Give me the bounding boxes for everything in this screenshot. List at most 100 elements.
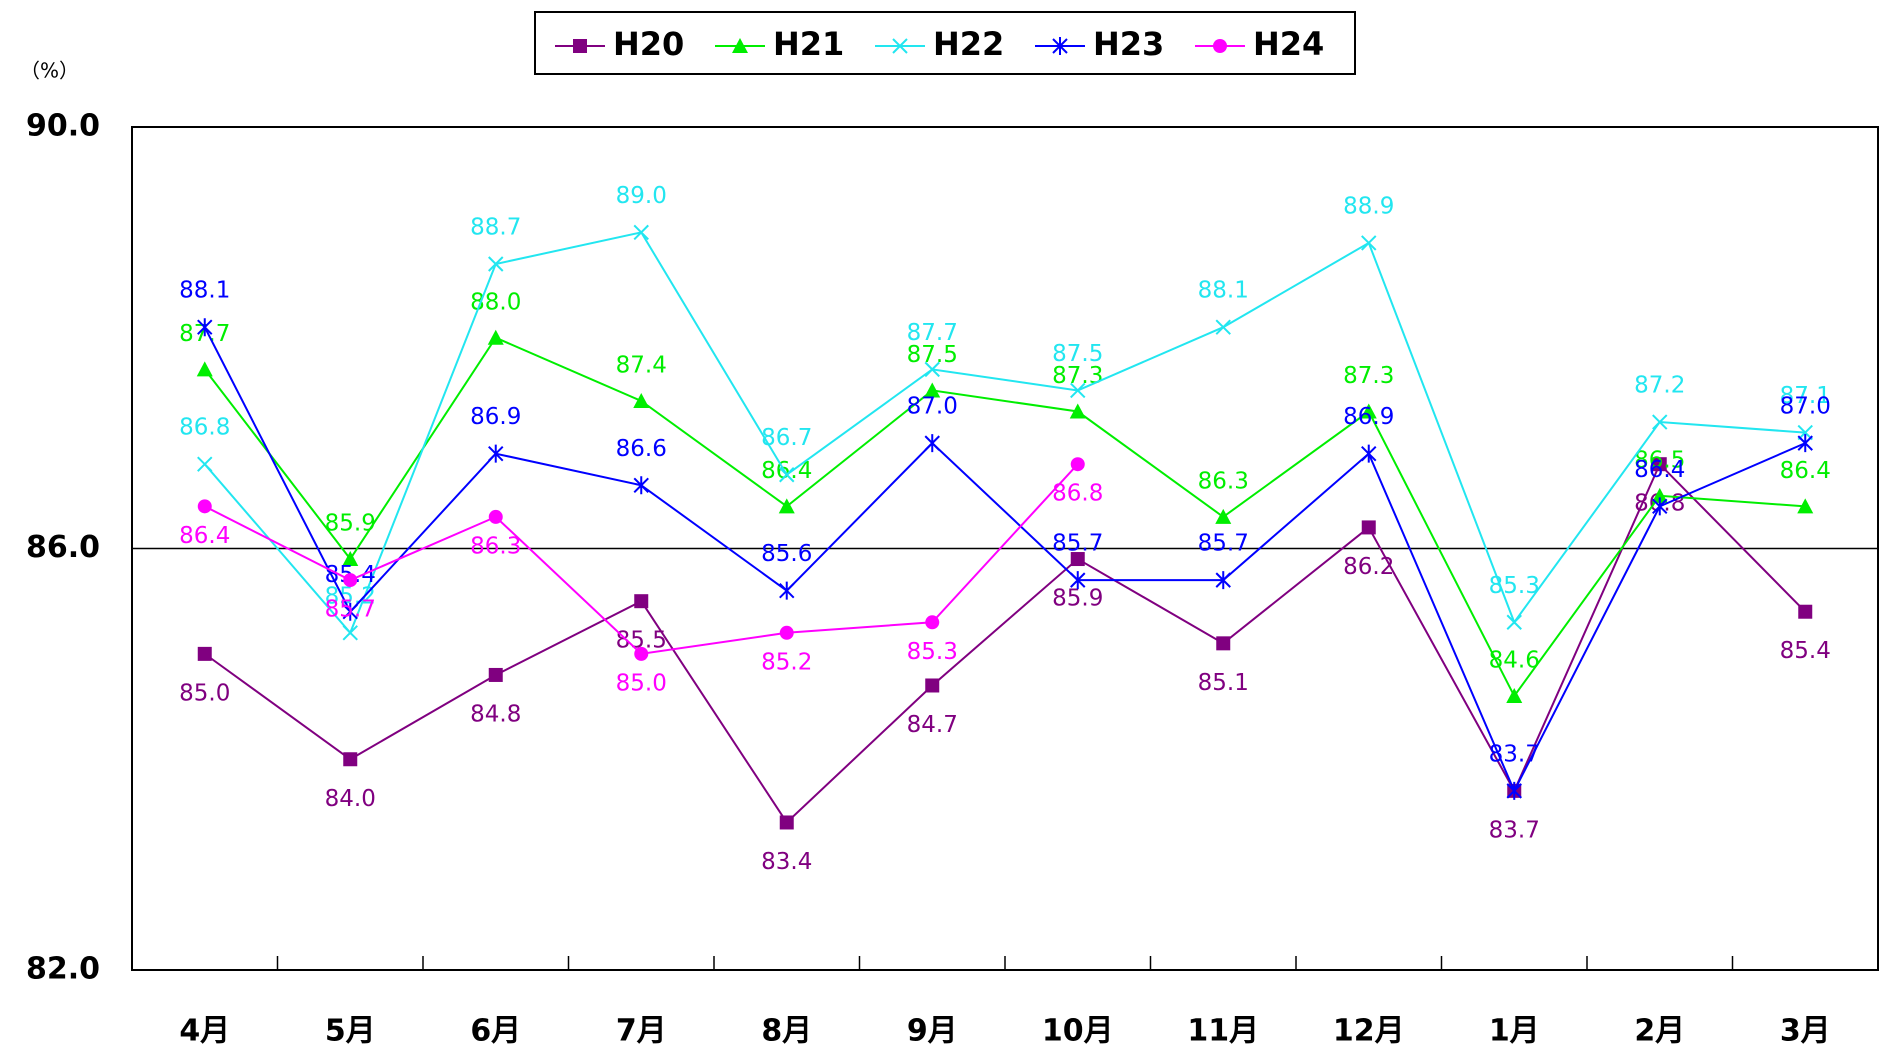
marker <box>196 361 213 377</box>
data-label: 86.2 <box>1343 554 1394 580</box>
marker <box>924 434 940 453</box>
data-label: 87.1 <box>1780 383 1831 409</box>
y-axis-label: （%） <box>20 59 79 83</box>
data-label: 86.8 <box>1052 481 1103 507</box>
marker <box>197 456 213 472</box>
data-label: 86.5 <box>1634 447 1685 473</box>
data-label: 85.1 <box>1198 670 1249 696</box>
series: 86.885.288.789.086.787.787.588.188.985.3… <box>179 183 1831 641</box>
marker <box>1070 552 1085 567</box>
marker <box>778 498 795 514</box>
marker <box>1361 235 1377 251</box>
series-line <box>203 326 1806 794</box>
legend-label: H20 <box>613 25 684 63</box>
series-line <box>203 231 1806 635</box>
marker <box>1070 382 1086 399</box>
marker <box>488 256 504 272</box>
marker <box>1215 319 1231 335</box>
data-label: 85.9 <box>325 511 376 537</box>
marker <box>1797 498 1814 514</box>
legend-label: H21 <box>773 25 844 63</box>
data-label: 84.7 <box>907 712 958 738</box>
data-label: 88.1 <box>179 278 230 304</box>
data-label: 86.7 <box>761 425 812 451</box>
marker <box>1070 571 1086 590</box>
data-label: 84.6 <box>1489 648 1540 674</box>
data-label: 85.7 <box>325 597 376 623</box>
marker <box>633 224 649 241</box>
data-label: 87.2 <box>1634 373 1685 399</box>
y-tick-label: 90.0 <box>26 109 100 144</box>
x-tick-label: 2月 <box>1634 1014 1685 1049</box>
marker <box>1506 781 1522 800</box>
data-label: 83.7 <box>1489 741 1540 767</box>
marker <box>343 573 358 588</box>
series-line <box>203 336 1806 698</box>
data-label: 85.0 <box>616 670 667 696</box>
data-label: 85.2 <box>761 649 812 675</box>
legend-marker <box>892 38 908 54</box>
marker <box>1651 487 1668 503</box>
data-label: 87.5 <box>1052 341 1103 367</box>
marker <box>1506 614 1522 630</box>
data-label: 86.3 <box>470 533 521 559</box>
legend-marker <box>1213 39 1227 53</box>
marker <box>1652 414 1668 430</box>
data-label: 86.4 <box>1780 458 1831 484</box>
marker <box>925 615 940 630</box>
marker <box>779 815 794 830</box>
marker <box>197 499 212 514</box>
x-tick-label: 10月 <box>1042 1014 1114 1049</box>
x-tick-label: 9月 <box>907 1014 958 1049</box>
data-label: 86.3 <box>1198 468 1249 494</box>
marker <box>1070 457 1085 472</box>
x-tick-label: 3月 <box>1780 1014 1831 1049</box>
legend-marker <box>573 39 587 53</box>
series: 85.084.084.885.583.484.785.985.186.283.7… <box>179 457 1831 875</box>
data-label: 88.7 <box>470 214 521 240</box>
series: 88.1 85.4 86.9 86.6 85.6 87.0 85.7 85.7 86.9 83.7… <box>179 278 1831 800</box>
data-label: 85.6 <box>761 541 812 567</box>
marker <box>1361 520 1376 535</box>
marker <box>488 444 504 463</box>
data-label: 88.0 <box>470 289 521 315</box>
data-label: 86.9 <box>470 404 521 430</box>
data-label: 85.3 <box>1489 573 1540 599</box>
data-label: 84.8 <box>470 701 521 727</box>
x-tick-label: 4月 <box>179 1014 230 1049</box>
marker <box>342 625 358 641</box>
data-label: 86.6 <box>616 436 667 462</box>
legend-label: H23 <box>1093 25 1164 63</box>
marker <box>779 467 795 483</box>
marker <box>1069 403 1086 419</box>
legend-label: H22 <box>933 25 1004 63</box>
legend: H20 H21 H22 H23 H24 <box>534 11 1356 75</box>
data-label: 86.8 <box>179 415 230 441</box>
data-label: 83.4 <box>761 849 812 875</box>
data-label: 87.7 <box>907 320 958 346</box>
marker <box>1360 403 1377 419</box>
data-label: 88.9 <box>1343 193 1394 219</box>
data-label: 87.4 <box>616 352 667 378</box>
data-label: 87.3 <box>1343 363 1394 389</box>
data-label: 84.0 <box>325 786 376 812</box>
marker <box>634 594 649 609</box>
marker <box>488 667 503 682</box>
data-label: 85.9 <box>1052 586 1103 612</box>
x-tick-label: 1月 <box>1489 1014 1540 1049</box>
data-label: 87.3 <box>1052 363 1103 389</box>
series: 87.785.988.087.486.487.587.386.387.384.6… <box>179 289 1831 704</box>
y-tick-label: 86.0 <box>26 530 100 565</box>
series-line <box>204 462 1806 825</box>
data-label: 86.4 <box>1634 457 1685 483</box>
marker <box>1652 497 1668 516</box>
data-label: 85.3 <box>907 639 958 665</box>
marker <box>633 392 650 408</box>
marker <box>342 551 359 567</box>
marker <box>1215 508 1232 524</box>
marker <box>633 476 649 495</box>
marker <box>779 581 795 600</box>
x-tick-label: 5月 <box>325 1014 376 1049</box>
